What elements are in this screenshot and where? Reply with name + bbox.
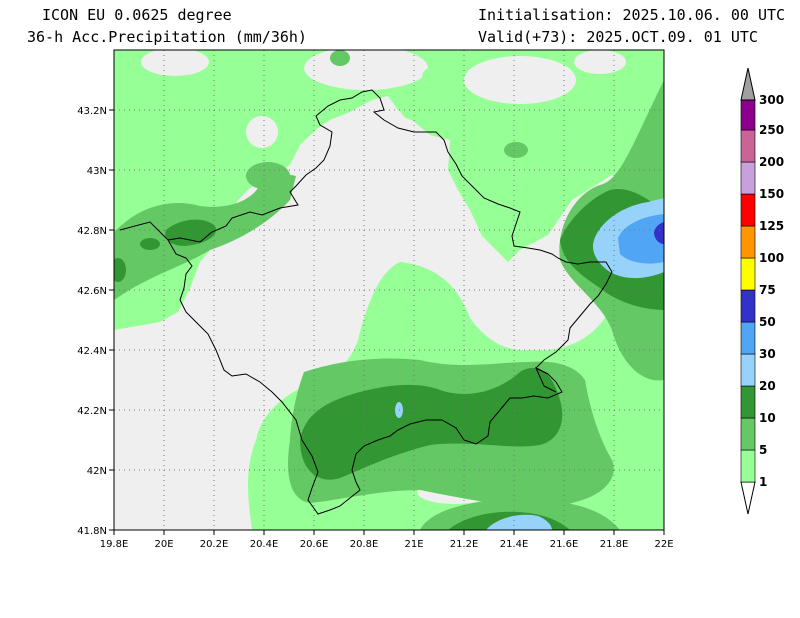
legend-bin-1 [740,449,756,483]
y-tick-label: 42.4N [77,346,107,357]
y-axis-labels: 41.8N 42N 42.2N 42.4N 42.6N 42.8N 43N 43… [77,106,107,537]
legend-label: 20 [759,379,776,393]
legend-bin-10 [740,385,756,419]
product-title: 36-h Acc.Precipitation (mm/36h) [27,28,307,46]
x-tick-label: 21.2E [450,539,479,550]
legend-label: 200 [759,155,784,169]
legend-bottom-arrow [740,481,756,515]
valid-time: Valid(+73): 2025.OCT.09. 01 UTC [478,28,758,46]
legend-bin-125 [740,193,756,227]
x-tick-label: 20.4E [250,539,279,550]
map-area [114,50,664,530]
legend-label: 250 [759,123,784,137]
legend-bin-20 [740,353,756,387]
x-tick-label: 20.2E [200,539,229,550]
y-tick-label: 43N [87,166,107,177]
legend-label: 30 [759,347,776,361]
legend-bin-150 [740,161,756,195]
legend-bin-50 [740,289,756,323]
y-tick-label: 41.8N [77,526,107,537]
y-tick-label: 42.2N [77,406,107,417]
legend-label: 100 [759,251,784,265]
legend-label: 75 [759,283,776,297]
legend-label: 300 [759,93,784,107]
legend-label: 1 [759,475,767,489]
legend-bin-75 [740,257,756,291]
legend-label: 10 [759,411,776,425]
x-tick-label: 22E [654,539,673,550]
legend-label: 50 [759,315,776,329]
x-tick-label: 21.8E [600,539,629,550]
precip-layer-30mm [618,214,664,264]
y-tick-label: 42N [87,466,107,477]
legend-bin-200 [740,129,756,163]
x-axis-labels: 19.8E 20E 20.2E 20.4E 20.6E 20.8E 21E 21… [100,539,674,550]
y-tick-label: 42.8N [77,226,107,237]
legend-bin-5 [740,417,756,451]
axis-tick-marks [109,109,665,535]
init-time: Initialisation: 2025.10.06. 00 UTC [478,6,786,24]
legend-bin-30 [740,321,756,355]
x-tick-label: 21E [404,539,423,550]
y-tick-label: 43.2N [77,106,107,117]
x-tick-label: 20.8E [350,539,379,550]
legend-bin-100 [740,225,756,259]
legend-label: 5 [759,443,767,457]
y-tick-label: 42.6N [77,286,107,297]
x-tick-label: 21.6E [550,539,579,550]
country-borders [119,89,613,515]
color-legend: 1 5 10 20 30 50 75 100 125 150 200 250 3… [740,67,784,515]
model-title: ICON EU 0.0625 degree [42,6,232,24]
x-tick-label: 20.6E [300,539,329,550]
legend-top-arrow [740,67,756,101]
x-tick-label: 19.8E [100,539,129,550]
legend-label: 125 [759,219,784,233]
legend-bin-250 [740,99,756,131]
map-gridlines [114,50,664,530]
x-tick-label: 20E [154,539,173,550]
x-tick-label: 21.4E [500,539,529,550]
precip-layer-50mm [654,222,664,244]
legend-label: 150 [759,187,784,201]
